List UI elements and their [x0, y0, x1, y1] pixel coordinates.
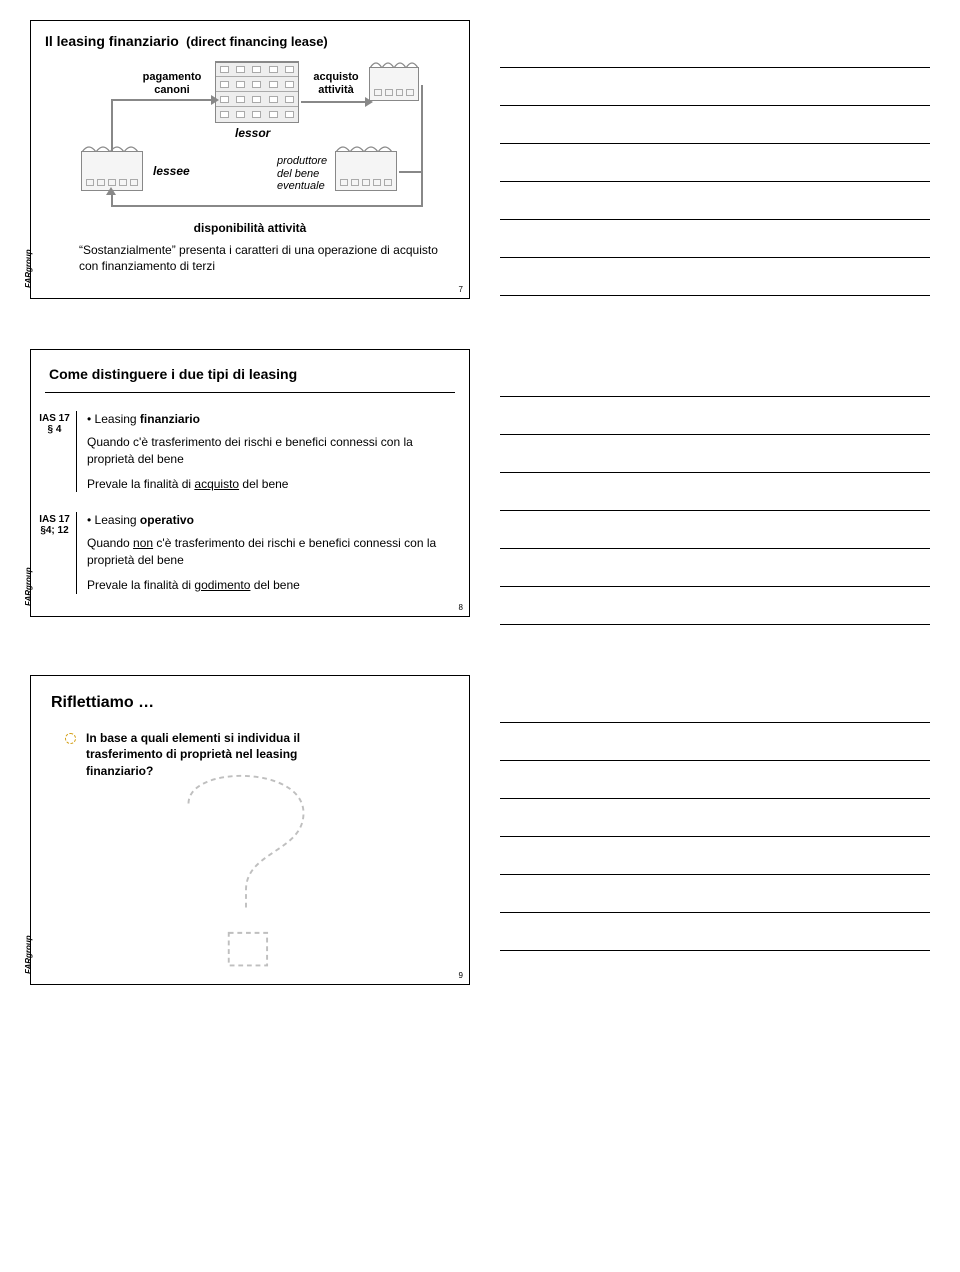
- fargroup-label: FARgroup: [24, 567, 33, 606]
- finanziario-body: Leasing finanziario Quando c'è trasferim…: [87, 411, 455, 492]
- notes-col-1: [500, 20, 930, 299]
- slide2-header: Come distinguere i due tipi di leasing: [45, 360, 455, 393]
- handout-row-3: Riflettiamo … In base a quali elementi s…: [30, 675, 930, 985]
- notes-col-2: [500, 349, 930, 625]
- block-operativo: IAS 17 §4; 12 Leasing operativo Quando n…: [37, 512, 455, 593]
- leasing-diagram: pagamento canoni acquisto attività lesso…: [45, 55, 455, 215]
- lessee-factory-icon: [81, 151, 143, 191]
- op-p1: Quando non c'è trasferimento dei rischi …: [87, 535, 455, 569]
- fargroup-label: FARgroup: [24, 250, 33, 289]
- note-line: [500, 68, 930, 106]
- note-line: [500, 837, 930, 875]
- block-finanziario: IAS 17 § 4 Leasing finanziario Quando c'…: [37, 411, 455, 492]
- lessor-building-icon: [215, 61, 299, 123]
- slide1-quote: “Sostanzialmente” presenta i caratteri d…: [79, 243, 455, 274]
- question-row: In base a quali elementi si individua il…: [65, 730, 455, 779]
- slide-1: Il leasing finanziario (direct financing…: [30, 20, 470, 299]
- note-line: [500, 359, 930, 397]
- label-lessor: lessor: [235, 127, 270, 141]
- note-line: [500, 511, 930, 549]
- slide-3: Riflettiamo … In base a quali elementi s…: [30, 675, 470, 985]
- label-disponibilita: disponibilità attività: [45, 221, 455, 235]
- slide1-title: Il leasing finanziario: [45, 33, 179, 49]
- op-p2: Prevale la finalità di godimento del ben…: [87, 577, 455, 594]
- ias-para: §4; 12: [39, 525, 70, 536]
- note-line: [500, 397, 930, 435]
- label-produttore: produttore del bene eventuale: [277, 155, 337, 193]
- note-line: [500, 875, 930, 913]
- handout-row-2: Come distinguere i due tipi di leasing I…: [30, 349, 930, 625]
- slide3-title: Riflettiamo …: [51, 694, 455, 712]
- bullet-icon: [65, 733, 76, 744]
- notes-col-3: [500, 675, 930, 985]
- slide-1-container: Il leasing finanziario (direct financing…: [30, 20, 470, 299]
- label-pagamento: pagamento canoni: [133, 71, 211, 96]
- fin-p2: Prevale la finalità di acquisto del bene: [87, 476, 455, 493]
- slide-2: Come distinguere i due tipi di leasing I…: [30, 349, 470, 616]
- asset-factory-icon: [369, 67, 419, 101]
- note-line: [500, 473, 930, 511]
- note-line: [500, 106, 930, 144]
- fargroup-label: FARgroup: [24, 936, 33, 975]
- note-line: [500, 220, 930, 258]
- ias-ref: IAS 17: [39, 514, 70, 525]
- note-line: [500, 435, 930, 473]
- slide3-question: In base a quali elementi si individua il…: [86, 730, 366, 779]
- question-mark-icon: [141, 746, 351, 976]
- note-line: [500, 723, 930, 761]
- slide-2-container: Come distinguere i due tipi di leasing I…: [30, 349, 470, 625]
- fin-p1: Quando c'è trasferimento dei rischi e be…: [87, 434, 455, 468]
- ias-para: § 4: [39, 424, 70, 435]
- ias-tag-1: IAS 17 § 4: [37, 411, 77, 492]
- slide1-title-line: Il leasing finanziario (direct financing…: [45, 33, 455, 49]
- note-line: [500, 144, 930, 182]
- slide-3-container: Riflettiamo … In base a quali elementi s…: [30, 675, 470, 985]
- note-line: [500, 685, 930, 723]
- note-line: [500, 587, 930, 625]
- lead-operativo: Leasing operativo: [87, 512, 455, 529]
- label-lessee: lessee: [153, 165, 190, 179]
- note-line: [500, 549, 930, 587]
- handout-row-1: Il leasing finanziario (direct financing…: [30, 20, 930, 299]
- slide3-number: 9: [459, 971, 463, 980]
- note-line: [500, 761, 930, 799]
- note-line: [500, 913, 930, 951]
- note-line: [500, 30, 930, 68]
- note-line: [500, 799, 930, 837]
- label-acquisto: acquisto attività: [303, 71, 369, 96]
- note-line: [500, 258, 930, 296]
- ias-tag-2: IAS 17 §4; 12: [37, 512, 77, 593]
- operativo-body: Leasing operativo Quando non c'è trasfer…: [87, 512, 455, 593]
- slide1-number: 7: [459, 285, 463, 294]
- slide2-number: 8: [459, 603, 463, 612]
- producer-factory-icon: [335, 151, 397, 191]
- note-line: [500, 182, 930, 220]
- lead-finanziario: Leasing finanziario: [87, 411, 455, 428]
- ias-ref: IAS 17: [39, 413, 70, 424]
- slide1-subtitle: (direct financing lease): [186, 34, 328, 49]
